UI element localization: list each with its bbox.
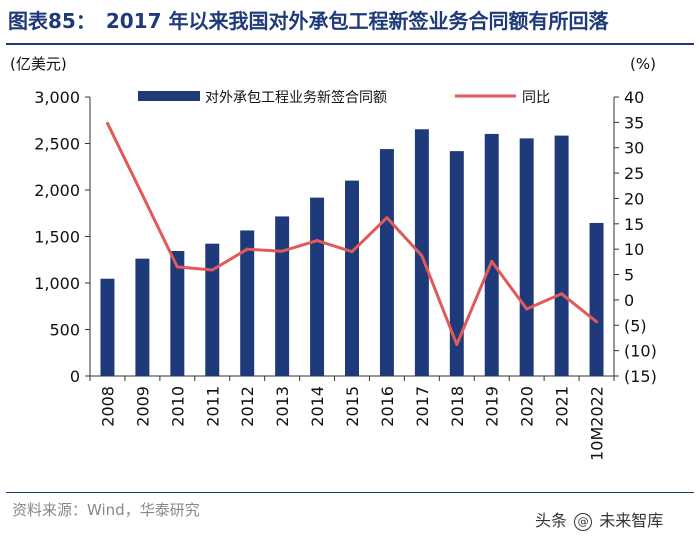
page-title: 图表85： 2017 年以来我国对外承包工程新签业务合同额有所回落	[8, 2, 692, 40]
left-tick-label: 0	[70, 367, 80, 386]
watermark-prefix: 头条	[535, 511, 568, 530]
bar-2015	[345, 180, 359, 376]
x-tick-label: 2018	[448, 386, 467, 427]
right-tick-label: 5	[624, 266, 634, 285]
yoy-point-2010	[175, 265, 179, 269]
x-tick-label: 2016	[378, 386, 397, 427]
yoy-point-2021	[560, 292, 564, 296]
right-axis-unit: (%)	[630, 55, 656, 73]
at-icon: @	[574, 512, 593, 531]
legend-line-label: 同比	[522, 90, 550, 106]
x-tick-label: 2011	[203, 386, 222, 427]
yoy-point-2020	[525, 307, 529, 311]
yoy-point-2009	[140, 193, 144, 197]
x-tick-label: 2008	[98, 386, 117, 427]
x-tick-label: 2012	[238, 386, 257, 427]
legend-bar-swatch	[138, 91, 200, 101]
yoy-point-2011	[210, 268, 214, 272]
right-tick-label: 20	[624, 189, 644, 208]
right-tick-label: (10)	[624, 342, 657, 361]
bar-2013	[275, 216, 290, 376]
yoy-point-2015	[350, 250, 354, 254]
source-note: 资料来源：Wind，华泰研究	[12, 501, 200, 519]
left-tick-label: 1,000	[34, 274, 80, 293]
yoy-point-2013	[280, 249, 284, 253]
chart: 0 500 1,000 1,500 2,000 2,500 3,000 (15) (10) (5)…	[10, 55, 657, 461]
bar-10M2022	[589, 222, 604, 376]
yoy-point-2014	[315, 239, 319, 243]
figure-title: 2017 年以来我国对外承包工程新签业务合同额有所回落	[105, 9, 609, 33]
x-tick-label: 2014	[308, 386, 327, 427]
left-tick-label: 500	[49, 321, 80, 340]
right-tick-label: 15	[624, 215, 644, 234]
bar-2009	[135, 258, 150, 376]
x-tick-label: 2015	[343, 386, 362, 427]
bar-2021	[554, 135, 569, 376]
x-tick-label: 2021	[553, 386, 572, 427]
left-tick-label: 1,500	[34, 228, 80, 247]
left-tick-label: 2,000	[34, 181, 80, 200]
left-tick-label: 2,500	[34, 135, 80, 154]
right-tick-label: (5)	[624, 316, 647, 335]
yoy-point-2008	[105, 121, 109, 125]
bar-2019	[484, 133, 499, 376]
right-tick-label: (15)	[624, 367, 657, 386]
right-tick-label: 0	[624, 291, 634, 310]
legend-bar-label: 对外承包工程业务新签合同额	[205, 89, 387, 106]
x-tick-label: 2010	[168, 386, 187, 427]
yoy-point-10M2022	[595, 320, 599, 324]
bar-2012	[240, 230, 255, 376]
bar-2008	[100, 278, 115, 376]
right-tick-label: 25	[624, 164, 644, 183]
x-tick-label: 2017	[413, 386, 432, 427]
labels-layer: 0 500 1,000 1,500 2,000 2,500 3,000 (15) (10) (5)…	[10, 55, 657, 461]
yoy-point-2017	[420, 254, 424, 258]
left-tick-label: 3,000	[34, 88, 80, 107]
right-tick-label: 10	[624, 240, 644, 259]
bar-2016	[379, 149, 394, 376]
bar-2018	[449, 151, 464, 376]
yoy-point-2016	[385, 216, 389, 220]
yoy-point-2018	[455, 343, 459, 347]
bars-layer	[100, 129, 604, 376]
bar-2014	[310, 197, 325, 376]
x-tick-label: 2009	[133, 386, 152, 427]
left-axis-unit: (亿美元)	[10, 55, 67, 73]
right-tick-label: 35	[624, 113, 644, 132]
watermark-name: 未来智库	[599, 511, 664, 530]
bar-2020	[519, 138, 534, 376]
bar-2010	[170, 251, 185, 376]
right-tick-label: 30	[624, 139, 644, 158]
figure-label: 图表85：	[8, 9, 96, 33]
footer-rule	[6, 492, 694, 493]
x-tick-label: 2013	[273, 386, 292, 427]
title-rule	[6, 43, 694, 45]
bar-2017	[414, 129, 429, 376]
legend-layer: 对外承包工程业务新签合同额 同比	[138, 89, 550, 106]
bar-2011	[205, 243, 220, 376]
x-tick-label: 10M2022	[588, 386, 607, 461]
x-tick-label: 2019	[483, 386, 502, 427]
yoy-point-2012	[245, 247, 249, 251]
line-layer	[105, 121, 599, 347]
watermark: 头条 @ 未来智库	[535, 507, 663, 531]
right-tick-label: 40	[624, 88, 644, 107]
yoy-point-2019	[490, 259, 494, 263]
x-tick-label: 2020	[518, 386, 537, 427]
